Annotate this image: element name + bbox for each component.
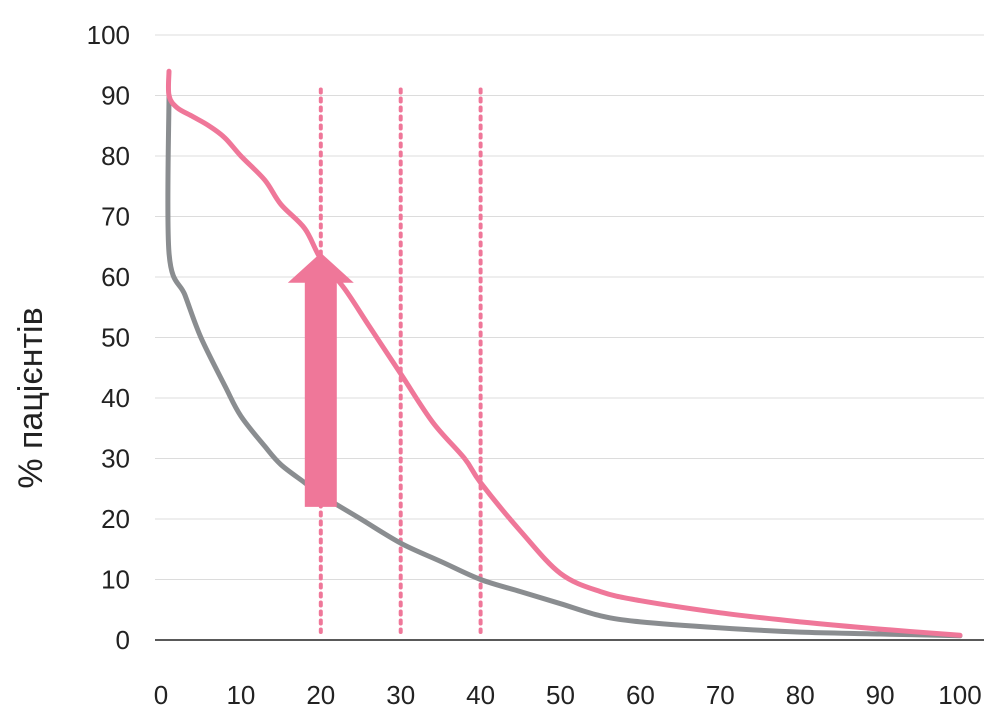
vertical-markers [318, 87, 483, 634]
y-tick-label: 40 [101, 383, 130, 413]
x-tick-label: 90 [866, 680, 895, 710]
x-tick-label: 20 [306, 680, 335, 710]
y-axis-label: % пацієнтів [12, 307, 50, 488]
x-tick-label: 0 [154, 680, 168, 710]
x-tick-label: 10 [226, 680, 255, 710]
arrow-annotation [287, 252, 354, 507]
x-tick-label: 50 [546, 680, 575, 710]
x-tick-label: 100 [938, 680, 981, 710]
series-group [165, 68, 963, 639]
y-tick-label: 30 [101, 444, 130, 474]
x-tick-label: 60 [626, 680, 655, 710]
y-tick-label: 90 [101, 81, 130, 111]
y-tick-label: 0 [116, 625, 130, 655]
y-tick-label: 100 [87, 20, 130, 50]
y-tick-label: 10 [101, 565, 130, 595]
grid-lines [155, 34, 984, 641]
x-tick-label: 80 [786, 680, 815, 710]
y-tick-label: 70 [101, 202, 130, 232]
x-tick-label: 70 [706, 680, 735, 710]
y-axis-ticks: 0 10 20 30 40 50 60 70 80 90 100 [87, 20, 130, 655]
y-tick-label: 50 [101, 323, 130, 353]
y-tick-label: 60 [101, 262, 130, 292]
y-tick-label: 20 [101, 504, 130, 534]
series-line-pink [165, 68, 963, 638]
series-line-grey [165, 93, 963, 639]
x-axis-ticks: 0 10 20 30 40 50 60 70 80 90 100 [154, 680, 982, 710]
up-arrow [287, 252, 354, 507]
x-tick-label: 30 [386, 680, 415, 710]
x-tick-label: 40 [466, 680, 495, 710]
y-tick-label: 80 [101, 141, 130, 171]
